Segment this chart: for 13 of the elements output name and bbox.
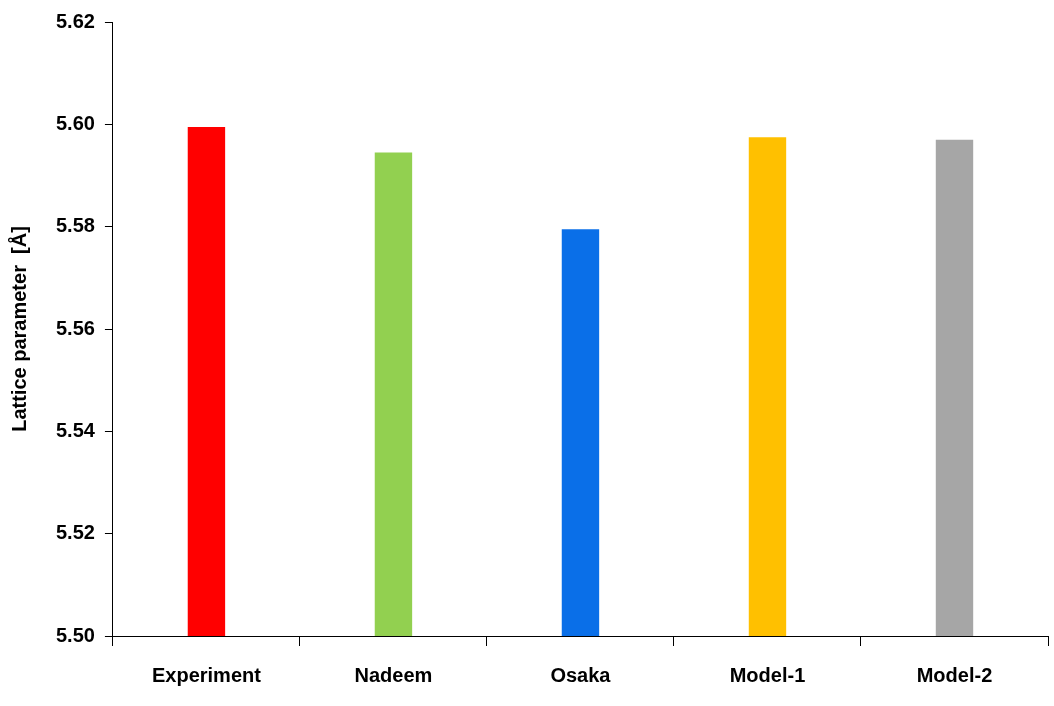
y-tick-label: 5.58 bbox=[55, 214, 95, 237]
y-axis-title: Lattice parameter [Å] bbox=[6, 226, 30, 432]
y-tick-label: 5.54 bbox=[55, 418, 96, 441]
x-tick-label: Model-1 bbox=[729, 663, 806, 686]
y-tick-label: 5.62 bbox=[55, 9, 95, 32]
x-tick-label: Model-2 bbox=[916, 663, 993, 686]
x-tick-label: Nadeem bbox=[354, 663, 433, 686]
y-tick-label: 5.60 bbox=[55, 111, 95, 134]
y-tick-label: 5.52 bbox=[55, 521, 95, 544]
y-tick-label: 5.50 bbox=[55, 623, 95, 646]
x-tick-label: Osaka bbox=[550, 663, 612, 686]
x-tick-label: Experiment bbox=[151, 663, 262, 686]
y-tick-label: 5.56 bbox=[55, 316, 95, 339]
